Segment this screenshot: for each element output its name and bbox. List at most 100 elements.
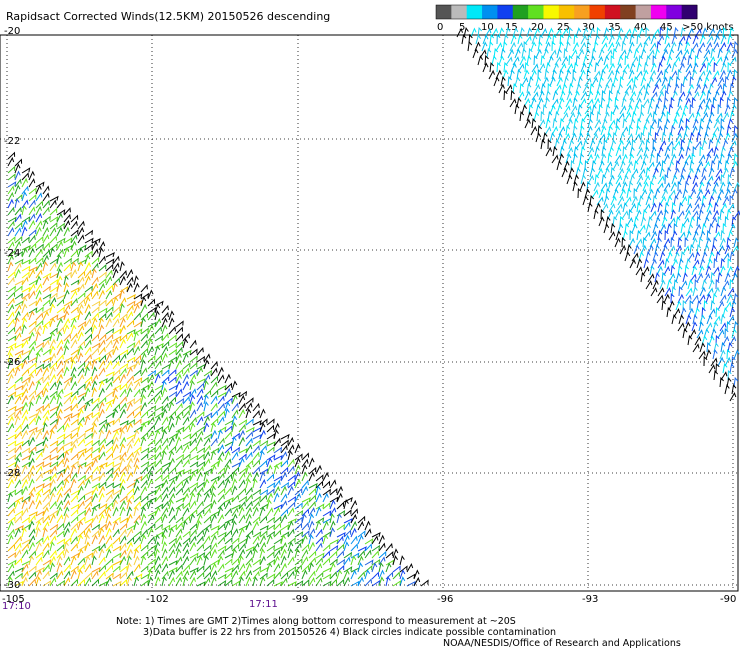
wind-barb — [350, 499, 358, 510]
wind-barb — [182, 468, 192, 475]
wind-barb — [481, 41, 488, 52]
wind-barb — [42, 468, 52, 475]
wind-barb — [21, 563, 29, 573]
wind-barb — [280, 571, 289, 580]
wind-barb — [21, 401, 28, 412]
wind-barb — [140, 296, 147, 307]
wind-barb — [133, 359, 141, 370]
wind-barb — [621, 126, 629, 136]
wind-barb — [154, 360, 162, 370]
wind-barb — [175, 528, 183, 538]
wind-barb — [568, 54, 573, 66]
wind-barb — [701, 111, 709, 122]
wind-barb — [554, 110, 560, 122]
wind-barb — [161, 395, 169, 405]
wind-barb — [21, 303, 28, 314]
wind-barb — [392, 555, 399, 566]
wind-barb — [49, 509, 59, 517]
wind-barb — [63, 492, 70, 503]
wind-barb — [727, 118, 734, 129]
wind-barb — [105, 564, 114, 573]
wind-barb — [63, 345, 70, 356]
wind-barb — [336, 558, 346, 566]
wind-barb — [175, 429, 182, 440]
wind-barb — [28, 450, 35, 461]
wind-barb — [252, 548, 258, 559]
wind-barb — [42, 542, 50, 552]
wind-barb — [287, 556, 295, 566]
wind-barb — [643, 35, 651, 45]
wind-barb — [533, 111, 540, 122]
wind-barb — [56, 282, 62, 293]
wind-barb — [259, 576, 266, 587]
wind-barb — [105, 306, 114, 314]
wind-barb — [727, 230, 733, 241]
wind-barb — [168, 537, 177, 545]
wind-barb — [42, 535, 50, 545]
wind-barb — [77, 270, 86, 279]
wind-barb — [322, 543, 331, 552]
wind-barb — [35, 576, 42, 587]
wind-barb — [273, 571, 281, 580]
wind-barb — [210, 381, 218, 391]
wind-barb — [112, 360, 120, 370]
wind-barb — [329, 538, 339, 545]
wind-barb — [7, 236, 16, 244]
wind-barb — [133, 377, 143, 384]
wind-barb — [287, 548, 294, 559]
wind-barb — [329, 562, 336, 573]
wind-barb — [70, 389, 79, 398]
wind-barb — [666, 82, 672, 94]
wind-barb — [154, 576, 161, 587]
wind-barb — [119, 388, 127, 398]
wind-barb — [621, 210, 629, 220]
wind-barb — [105, 429, 112, 440]
wind-barb — [217, 522, 226, 531]
wind-barb — [580, 174, 587, 185]
wind-barb — [636, 258, 643, 269]
wind-barb — [112, 489, 122, 496]
wind-barb — [329, 527, 336, 538]
wind-barb — [519, 55, 526, 66]
wind-barb — [280, 548, 287, 559]
wind-barb — [717, 188, 724, 199]
wind-barb — [168, 401, 175, 412]
wind-barb — [105, 289, 113, 300]
wind-barb — [182, 333, 190, 342]
wind-barb — [224, 497, 234, 503]
wind-barb — [378, 534, 385, 545]
wind-barb — [14, 194, 23, 202]
wind-barb — [552, 117, 558, 129]
wind-barb — [42, 436, 49, 447]
wind-barb — [715, 362, 720, 374]
lat-label: -22 — [4, 136, 20, 147]
wind-barb — [726, 69, 733, 80]
wind-barb — [708, 27, 716, 38]
wind-barb — [7, 151, 16, 160]
wind-barb — [21, 359, 28, 370]
wind-barb — [217, 416, 225, 426]
wind-barb — [133, 446, 142, 454]
wind-barb — [336, 578, 345, 587]
wind-barb — [673, 222, 678, 234]
wind-barb — [126, 418, 136, 426]
wind-barb — [210, 562, 217, 573]
wind-barb — [112, 338, 119, 349]
wind-barb — [523, 69, 530, 80]
wind-barb — [671, 118, 678, 129]
wind-barb — [528, 47, 533, 59]
wind-barb — [231, 380, 238, 391]
wind-barb — [535, 103, 541, 115]
wind-barb — [280, 444, 288, 454]
wind-barb — [84, 452, 93, 461]
wind-barb — [252, 565, 262, 573]
wind-barb — [203, 412, 213, 419]
wind-barb — [531, 63, 539, 73]
wind-barb — [315, 528, 323, 538]
wind-barb — [21, 570, 29, 580]
wind-barb — [726, 208, 732, 220]
wind-barb — [259, 494, 267, 503]
wind-barb — [547, 55, 554, 66]
wind-barb — [350, 569, 357, 580]
wind-barb — [196, 551, 206, 559]
